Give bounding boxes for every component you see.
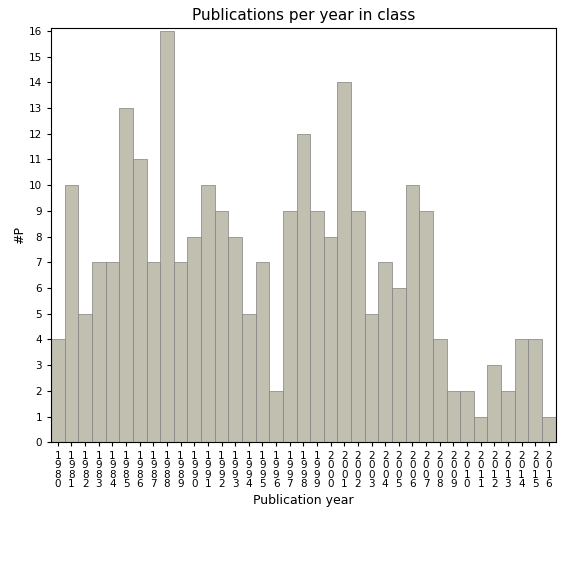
Bar — [119, 108, 133, 442]
Bar — [297, 134, 310, 442]
Bar — [283, 211, 297, 442]
Bar — [528, 340, 542, 442]
Bar — [269, 391, 283, 442]
Bar — [78, 314, 92, 442]
Bar — [188, 236, 201, 442]
Bar — [542, 417, 556, 442]
Bar — [92, 263, 105, 442]
Bar — [215, 211, 229, 442]
Bar — [51, 340, 65, 442]
Bar — [378, 263, 392, 442]
Bar — [174, 263, 188, 442]
Bar — [146, 263, 160, 442]
Bar — [65, 185, 78, 442]
Bar — [365, 314, 378, 442]
Bar — [405, 185, 419, 442]
Bar — [392, 288, 405, 442]
Bar — [310, 211, 324, 442]
Bar — [105, 263, 119, 442]
Bar — [256, 263, 269, 442]
Bar — [433, 340, 447, 442]
Bar — [474, 417, 488, 442]
Bar — [351, 211, 365, 442]
Bar — [201, 185, 215, 442]
Bar — [160, 31, 174, 442]
Bar — [488, 365, 501, 442]
Bar — [447, 391, 460, 442]
Bar — [229, 236, 242, 442]
X-axis label: Publication year: Publication year — [253, 494, 354, 507]
Bar — [133, 159, 146, 442]
Bar — [501, 391, 515, 442]
Bar — [324, 236, 337, 442]
Y-axis label: #P: #P — [13, 226, 26, 244]
Bar — [242, 314, 256, 442]
Title: Publications per year in class: Publications per year in class — [192, 8, 415, 23]
Bar — [460, 391, 474, 442]
Bar — [419, 211, 433, 442]
Bar — [515, 340, 528, 442]
Bar — [337, 82, 351, 442]
